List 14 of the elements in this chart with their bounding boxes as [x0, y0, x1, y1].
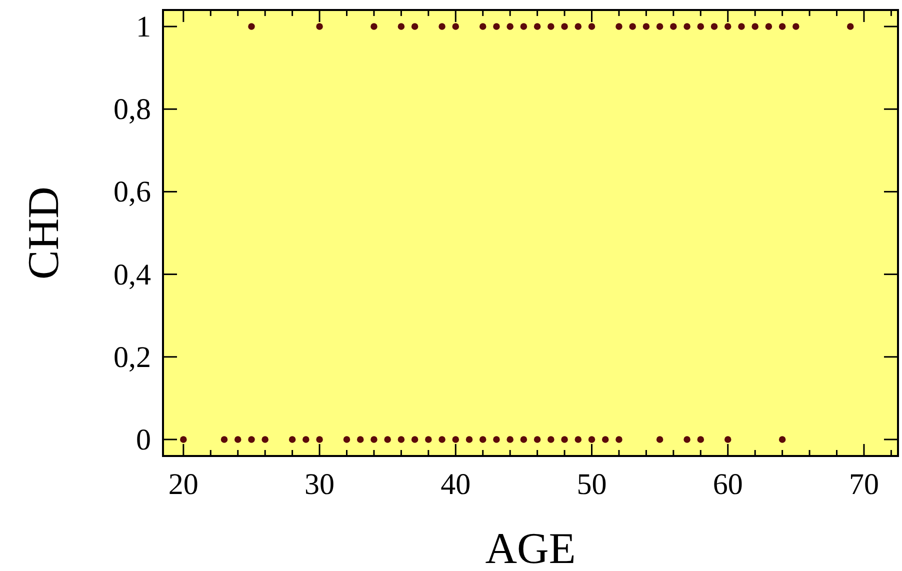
x-tick-label: 70 — [848, 468, 879, 501]
x-tick-label: 50 — [576, 468, 607, 501]
x-tick-label: 40 — [440, 468, 471, 501]
y-tick-label: 0 — [136, 423, 151, 456]
y-tick-label: 0,4 — [114, 258, 151, 292]
y-tick-label: 0,6 — [114, 176, 151, 209]
x-tick-label: 20 — [168, 468, 198, 501]
x-tick-label: 60 — [712, 468, 743, 501]
y-axis-title: CHD — [19, 186, 68, 280]
y-tick-label: 1 — [136, 10, 151, 44]
x-tick-label: 30 — [304, 468, 335, 501]
y-tick-label: 0,8 — [114, 93, 151, 126]
x-axis-title: AGE — [485, 524, 576, 571]
y-tick-label: 0,2 — [114, 340, 151, 374]
